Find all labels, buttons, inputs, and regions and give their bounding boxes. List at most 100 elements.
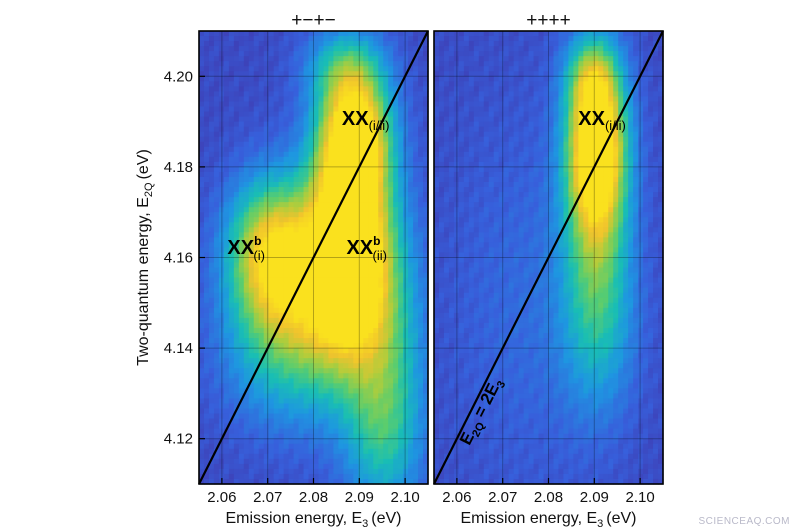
heatmap-cell [268,182,275,188]
heatmap-cell [368,413,374,420]
heatmap-cell [398,468,404,475]
heatmap-cell [408,141,414,148]
heatmap-cell [323,478,330,485]
heatmap-cell [568,91,574,98]
heatmap-cell [203,307,210,314]
heatmap-cell [403,66,409,72]
heatmap-cell [333,36,339,42]
heatmap-cell [258,151,265,158]
heatmap-cell [408,131,414,138]
heatmap-cell [213,91,220,98]
heatmap-cell [303,398,310,405]
heatmap-cell [313,312,320,319]
heatmap-cell [199,267,205,274]
heatmap-cell [388,368,394,374]
heatmap-cell [598,56,604,62]
heatmap-cell [393,192,399,198]
heatmap-cell [328,101,335,108]
heatmap-cell [343,368,349,374]
heatmap-cell [383,368,389,374]
heatmap-cell [243,176,250,183]
heatmap-cell [448,96,455,103]
heatmap-cell [423,242,429,249]
heatmap-cell [523,46,530,52]
heatmap-cell [208,61,215,67]
heatmap-cell [243,101,250,108]
heatmap-cell [488,31,495,37]
heatmap-cell [283,61,290,67]
heatmap-cell [363,438,369,445]
heatmap-cell [243,222,250,228]
heatmap-cell [393,66,399,72]
heatmap-cell [313,267,320,274]
heatmap-cell [498,86,505,92]
heatmap-cell [243,358,250,364]
heatmap-cell [418,463,424,470]
heatmap-cell [213,408,220,415]
heatmap-cell [203,187,210,193]
heatmap-cell [398,217,404,223]
heatmap-cell [353,222,359,228]
heatmap-cell [368,36,374,42]
heatmap-cell [373,317,379,324]
heatmap-cell [413,403,419,410]
heatmap-cell [273,333,280,339]
heatmap-cell [323,428,330,435]
heatmap-cell [413,478,419,485]
heatmap-cell [243,463,250,470]
heatmap-cell [313,333,320,339]
heatmap-cell [568,46,574,52]
heatmap-cell [308,473,315,480]
heatmap-cell [213,171,220,178]
heatmap-cell [238,151,245,158]
heatmap-cell [338,207,344,213]
heatmap-cell [199,463,205,470]
heatmap-cell [243,297,250,304]
heatmap-cell [338,222,344,228]
heatmap-cell [268,413,275,420]
heatmap-cell [383,322,389,329]
heatmap-cell [273,388,280,394]
heatmap-cell [413,458,419,465]
heatmap-cell [588,51,594,57]
heatmap-cell [208,222,215,228]
heatmap-cell [528,81,535,87]
heatmap-cell [398,267,404,274]
heatmap-cell [398,61,404,67]
heatmap-cell [363,111,369,118]
heatmap-cell [199,403,205,410]
heatmap-cell [353,312,359,319]
heatmap-cell [623,61,629,67]
heatmap-cell [283,292,290,299]
heatmap-cell [348,156,354,163]
heatmap-cell [478,91,485,98]
heatmap-cell [393,443,399,450]
heatmap-cell [558,76,565,82]
heatmap-cell [213,66,220,72]
heatmap-cell [578,31,584,37]
heatmap-cell [388,96,394,103]
heatmap-cell [343,443,349,450]
heatmap-cell [228,46,235,52]
heatmap-cell [233,438,240,445]
heatmap-cell [213,76,220,82]
heatmap-cell [199,302,205,309]
heatmap-cell [418,272,424,279]
heatmap-cell [248,458,255,465]
heatmap-cell [208,272,215,279]
peak-annotation-sub: (i) [253,248,265,263]
heatmap-cell [348,31,354,37]
heatmap-cell [308,227,315,233]
heatmap-cell [208,232,215,238]
heatmap-cell [393,51,399,57]
heatmap-cell [218,272,225,279]
heatmap-cell [368,217,374,223]
heatmap-cell [199,348,205,354]
heatmap-cell [378,166,384,173]
heatmap-cell [298,222,305,228]
heatmap-cell [258,312,265,319]
heatmap-cell [343,338,349,344]
heatmap-cell [283,131,290,138]
heatmap-cell [338,141,344,148]
heatmap-cell [453,46,460,52]
